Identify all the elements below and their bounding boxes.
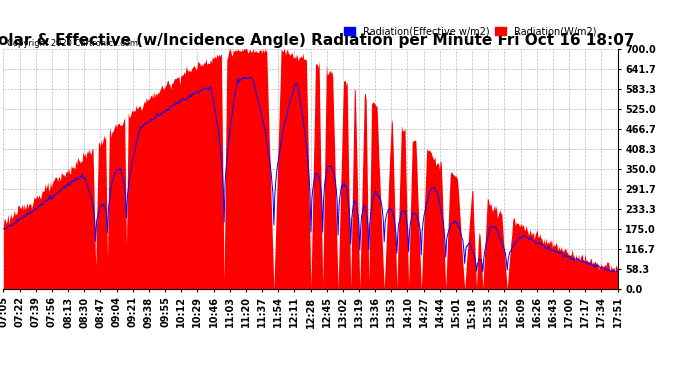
Legend: Radiation(Effective w/m2), Radiation(W/m2): Radiation(Effective w/m2), Radiation(W/m… [339, 22, 600, 40]
Text: Copyright 2020 Cartronics.com: Copyright 2020 Cartronics.com [7, 39, 138, 48]
Title: Solar & Effective (w/Incidence Angle) Radiation per Minute Fri Oct 16 18:07: Solar & Effective (w/Incidence Angle) Ra… [0, 33, 634, 48]
